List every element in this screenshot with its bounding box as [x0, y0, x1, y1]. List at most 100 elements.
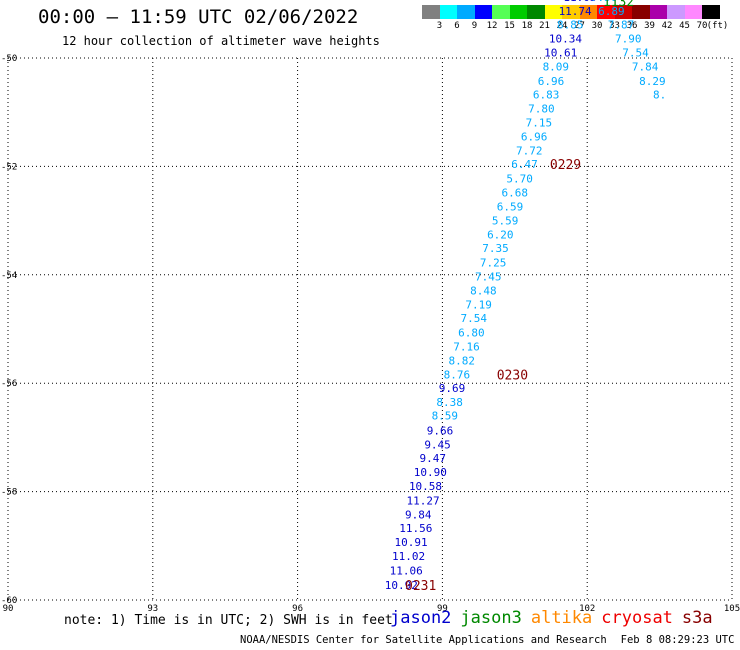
legend-swatch — [632, 5, 650, 19]
x-tick-label: 99 — [437, 604, 448, 614]
wave-height-label: 7.54 — [622, 47, 649, 60]
tick-labels: 90 93 96 99 102 105 -50 -52 -54 -56 -58 -60 — [1, 54, 740, 614]
y-tick-label: -50 — [1, 54, 17, 64]
wave-height-label: 10.90 — [414, 466, 447, 479]
legend-swatch — [667, 5, 685, 19]
x-tick-label: 93 — [147, 604, 158, 614]
wave-height-label: 9.66 — [427, 424, 454, 437]
wave-height-label: 9.84 — [405, 508, 432, 521]
chart-title: 00:00 – 11:59 UTC 02/06/2022 — [38, 6, 359, 28]
wave-height-label: 8.82 — [448, 354, 475, 367]
wave-height-label: 8. — [653, 88, 666, 101]
grid-lines — [7, 57, 733, 601]
wave-height-label: 11.06 — [390, 565, 423, 578]
wave-height-label: 7.19 — [465, 299, 492, 312]
data-labels: 10.9211.0611.0210.9111.569.8411.2710.581… — [385, 0, 666, 594]
legend-label: 24 — [556, 21, 568, 31]
wave-height-label: 6.59 — [497, 201, 524, 214]
footer-credit: NOAA/NESDIS Center for Satellite Applica… — [240, 634, 607, 646]
wave-height-label: 9.47 — [419, 452, 446, 465]
wave-height-label: 6.68 — [502, 186, 529, 199]
legend-label: 36 — [626, 21, 638, 31]
satellite-legend: jason2 jason3 altika cryosat s3a — [390, 608, 722, 628]
wave-height-label: 7.25 — [480, 256, 507, 269]
wave-height-label: 5.70 — [506, 172, 533, 185]
wave-height-label: 7.80 — [528, 102, 555, 115]
color-legend-bar — [422, 5, 720, 19]
legend-swatch — [702, 5, 720, 19]
legend-swatch — [474, 5, 492, 19]
wave-height-label: 11.27 — [407, 494, 440, 507]
wave-height-label: 9.69 — [439, 382, 466, 395]
wave-height-label: 7.45 — [475, 270, 502, 283]
x-tick-label: 90 — [3, 604, 14, 614]
wave-height-label: 7.35 — [482, 242, 509, 255]
wave-height-label: 9.45 — [424, 438, 451, 451]
satellite-name: jason3 — [460, 608, 522, 628]
legend-label: 6 — [454, 21, 460, 31]
y-tick-label: -54 — [1, 271, 17, 281]
wave-height-label: 7.16 — [453, 340, 480, 353]
wave-height-label: 7.15 — [526, 116, 553, 129]
time-label: 0230 — [497, 369, 528, 384]
wave-height-label: 6.80 — [458, 326, 485, 339]
legend-swatch — [527, 5, 545, 19]
wave-height-label: 7.50 — [591, 0, 618, 4]
wave-height-label: 10.92 — [385, 579, 418, 592]
legend-swatch — [579, 5, 597, 19]
legend-label: 70 — [696, 21, 708, 31]
footer: NOAA/NESDIS Center for Satellite Applica… — [240, 634, 740, 646]
wave-height-label: 6.47 — [511, 158, 538, 171]
time-label: 1132 — [603, 0, 634, 10]
wave-height-label: 8.59 — [432, 410, 459, 423]
wave-height-label: 8.38 — [436, 396, 463, 409]
wave-height-label: 10.34 — [549, 32, 582, 45]
legend-swatch — [597, 5, 615, 19]
legend-unit: (ft) — [706, 21, 729, 31]
units-note: note: 1) Time is in UTC; 2) SWH is in fe… — [64, 613, 393, 628]
satellite-name: s3a — [681, 608, 713, 628]
wave-height-label: 10.61 — [544, 47, 577, 60]
legend-label: 42 — [661, 21, 673, 31]
wave-height-label: 8.76 — [444, 369, 471, 382]
wave-height-label: 11.02 — [392, 550, 425, 563]
legend-label: 9 — [471, 21, 478, 31]
legend-swatch — [544, 5, 562, 19]
satellite-name: jason2 — [390, 608, 452, 628]
legend-label: 15 — [504, 21, 515, 31]
y-tick-label: -52 — [1, 162, 17, 172]
wave-height-label: 8.09 — [543, 61, 570, 74]
wave-height-label: 7.87 — [608, 18, 635, 31]
legend-swatch — [422, 5, 440, 19]
legend-label: 45 — [679, 21, 690, 31]
wave-height-label: 6.96 — [538, 75, 565, 88]
legend-swatch — [684, 5, 702, 19]
wave-height-label: 11.74 — [559, 5, 592, 18]
wave-height-label: 7.90 — [615, 32, 642, 45]
x-tick-label: 96 — [292, 604, 303, 614]
legend-label: 3 — [436, 21, 443, 31]
legend-swatch — [492, 5, 510, 19]
wave-height-label: 6.96 — [521, 131, 548, 144]
legend-label: 30 — [591, 21, 603, 31]
wave-height-label: 10.91 — [394, 536, 427, 549]
legend-label: 39 — [644, 21, 655, 31]
wave-height-label: 7.72 — [516, 145, 543, 158]
x-tick-label: 105 — [724, 604, 740, 614]
wave-height-label: 7.84 — [632, 61, 659, 74]
footer-timestamp: Feb 8 08:29:23 UTC 2022 — [620, 634, 740, 646]
legend-label: 33 — [609, 21, 620, 31]
legend-label: 12 — [486, 21, 498, 31]
time-label: 0231 — [405, 579, 436, 594]
legend-label: 27 — [574, 21, 585, 31]
wave-height-label: 7.54 — [461, 312, 488, 325]
wave-height-label: 5.59 — [492, 215, 519, 228]
legend-swatch — [649, 5, 667, 19]
legend-swatch — [439, 5, 457, 19]
wave-height-label: 6.89 — [598, 5, 625, 18]
legend-swatch — [614, 5, 632, 19]
y-tick-label: -56 — [1, 379, 17, 389]
legend-swatch — [509, 5, 527, 19]
wave-height-label: 11.03 — [563, 0, 596, 4]
